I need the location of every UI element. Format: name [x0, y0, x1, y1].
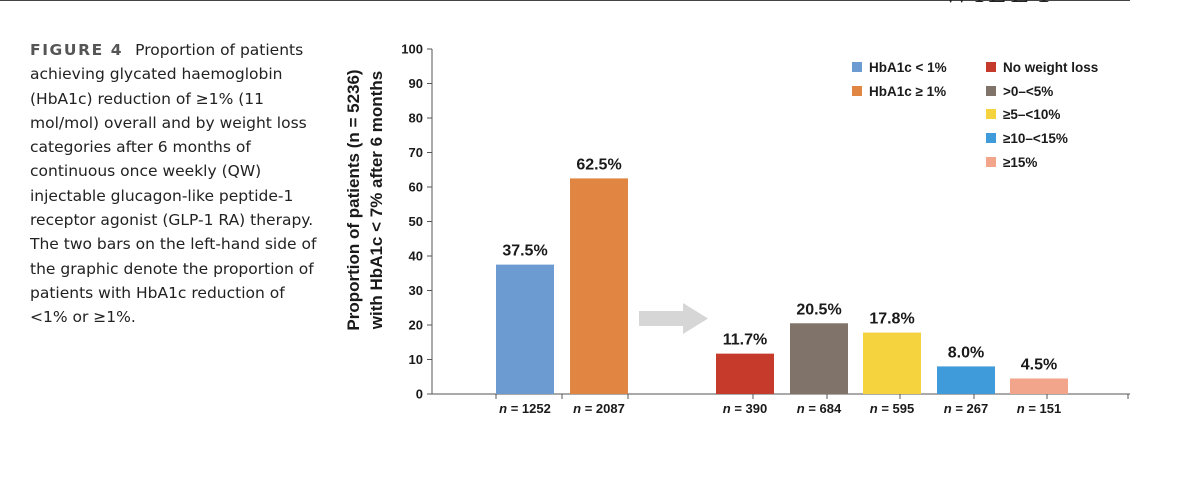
bar-value-label: 62.5%	[576, 156, 621, 173]
y-tick-label: 50	[409, 214, 423, 229]
legend-swatch	[986, 157, 996, 167]
y-tick-label: 20	[409, 318, 423, 333]
bar-n-label: n = 1252	[499, 401, 551, 416]
y-tick-label: 60	[409, 180, 423, 195]
bar-value-label: 37.5%	[502, 243, 547, 260]
bar-value-label: 8.0%	[948, 344, 984, 361]
publisher-logo: WILEY	[942, 0, 1059, 8]
bar-7	[1010, 378, 1068, 394]
legend-swatch	[986, 86, 996, 96]
y-tick-label: 70	[409, 145, 423, 160]
bar-value-label: 17.8%	[869, 311, 914, 328]
top-rule	[0, 0, 1130, 1]
legend-label: >0–<5%	[1003, 84, 1053, 99]
legend-label: ≥15%	[1003, 155, 1037, 170]
legend-swatch	[852, 86, 862, 96]
bar-n-label: n = 390	[723, 401, 767, 416]
legend-label: No weight loss	[1003, 60, 1098, 75]
bar-3	[716, 353, 774, 394]
bar-n-label: n = 595	[870, 401, 914, 416]
legend-swatch	[852, 62, 862, 72]
bar-n-label: n = 151	[1017, 401, 1061, 416]
legend-label: ≥5–<10%	[1003, 107, 1060, 122]
bar-value-label: 4.5%	[1021, 356, 1057, 373]
y-tick-label: 90	[409, 76, 423, 91]
legend-swatch	[986, 109, 996, 119]
legend-label: HbA1c ≥ 1%	[869, 84, 946, 99]
y-tick-label: 100	[401, 42, 423, 57]
y-axis-label-line1: Proportion of patients (n = 5236)	[344, 69, 363, 330]
bar-6	[937, 366, 995, 394]
bar-2	[570, 178, 628, 394]
figure-label: FIGURE 4	[30, 41, 124, 59]
y-tick-label: 0	[416, 387, 423, 402]
chart-bars: 37.5% n = 1252 62.5% n = 2087 11.7% n = 390 20…	[496, 156, 1068, 416]
figure-caption: FIGURE 4 Proportion of patients achieving…	[30, 38, 320, 330]
y-tick-label: 10	[409, 352, 423, 367]
publisher-rule	[1068, 0, 1130, 1]
legend-label: ≥10–<15%	[1003, 131, 1068, 146]
chart-legend: HbA1c < 1% HbA1c ≥ 1% No weight loss >0–<5%…	[852, 60, 1098, 170]
bar-value-label: 20.5%	[796, 301, 841, 318]
y-tick-label: 40	[409, 249, 423, 264]
legend-label: HbA1c < 1%	[869, 60, 947, 75]
bar-1	[496, 264, 554, 394]
arrow-icon	[639, 303, 708, 334]
y-tick-label: 80	[409, 111, 423, 126]
legend-swatch	[986, 133, 996, 143]
caption-text: Proportion of patients achieving glycate…	[30, 41, 317, 327]
bar-5	[863, 332, 921, 394]
bar-n-label: n = 2087	[573, 401, 625, 416]
bar-n-label: n = 684	[797, 401, 842, 416]
bar-value-label: 11.7%	[723, 332, 767, 349]
legend-swatch	[986, 62, 996, 72]
bar-n-label: n = 267	[944, 401, 988, 416]
y-axis-label-line2: with HbA1c < 7% after 6 months	[367, 71, 386, 330]
y-tick-label: 30	[409, 283, 423, 298]
bar-4	[790, 323, 848, 394]
